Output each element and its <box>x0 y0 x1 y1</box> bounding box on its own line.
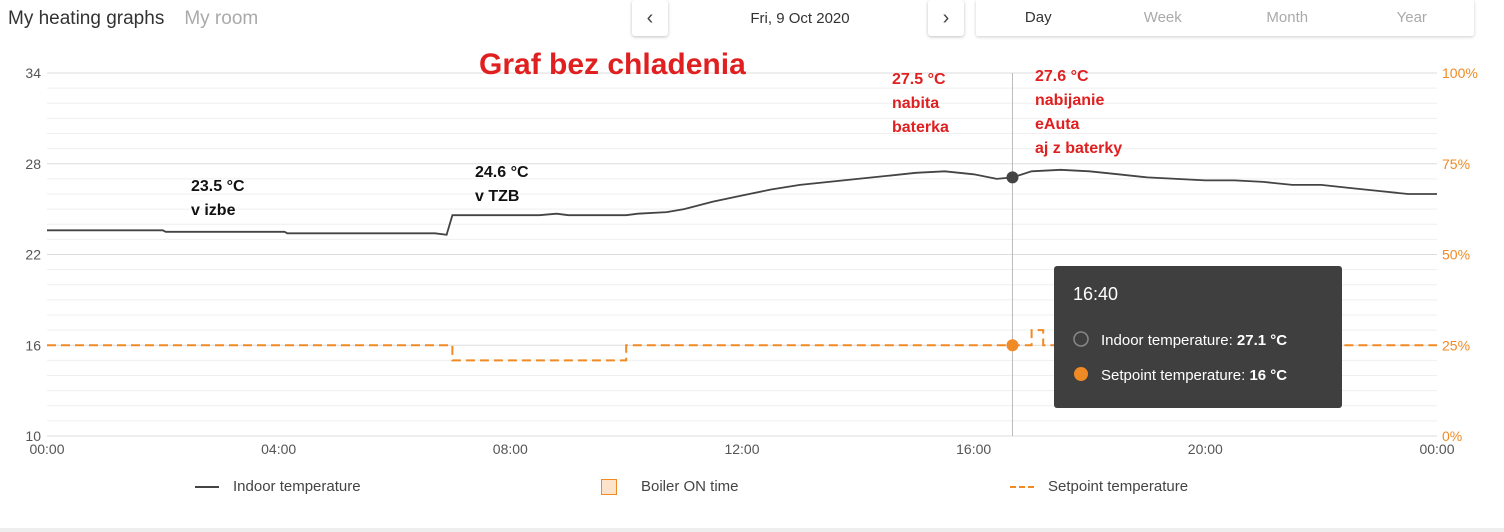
next-day-button[interactable]: › <box>928 0 964 36</box>
series-indoor-line <box>47 168 1437 236</box>
legend-boiler[interactable]: Boiler ON time <box>601 478 739 495</box>
y2-tick-label: 75% <box>1442 156 1470 172</box>
tooltip-background <box>1054 266 1342 408</box>
y-tick-label: 16 <box>25 337 41 353</box>
tooltip-indoor-row: Indoor temperature: 27.1 °C <box>1101 332 1287 349</box>
setpoint-hover-point <box>1006 339 1019 352</box>
x-tick-label: 12:00 <box>724 441 759 457</box>
x-tick-label: 04:00 <box>261 441 296 457</box>
x-tick-label: 16:00 <box>956 441 991 457</box>
tooltip-setpoint-value: 16 °C <box>1249 367 1287 384</box>
tab-my-room[interactable]: My room <box>184 8 259 29</box>
annotation-battery-line2: nabita <box>892 95 939 112</box>
tooltip: 16:40 Indoor temperature: 27.1 °C Setpoi… <box>1054 266 1342 408</box>
x-tick-label: 00:00 <box>29 441 64 457</box>
y-tick-label: 34 <box>25 65 41 81</box>
period-selector: Day Week Month Year <box>976 0 1474 36</box>
y-axis-right: 0% 25% 50% 75% 100% <box>1442 65 1478 444</box>
annotation-ecar-line4: aj z baterky <box>1035 140 1122 157</box>
period-year[interactable]: Year <box>1396 9 1427 26</box>
x-tick-label: 08:00 <box>493 441 528 457</box>
annotation-room-temp: 23.5 °C <box>191 178 245 195</box>
tooltip-indoor-value: 27.1 °C <box>1237 332 1287 349</box>
annotation-battery-temp: 27.5 °C <box>892 71 946 88</box>
y-axis-left: 10 16 22 28 34 <box>25 65 41 444</box>
x-tick-label: 00:00 <box>1419 441 1454 457</box>
indoor-hover-point <box>1006 171 1019 184</box>
current-date: Fri, 9 Oct 2020 <box>750 10 850 27</box>
x-tick-label: 20:00 <box>1188 441 1223 457</box>
tooltip-time: 16:40 <box>1073 284 1118 304</box>
y2-tick-label: 0% <box>1442 428 1462 444</box>
legend-indoor-swatch <box>195 485 219 488</box>
y-tick-label: 28 <box>25 156 41 172</box>
annotation-battery-line3: baterka <box>892 119 949 136</box>
previous-day-button[interactable]: ‹ <box>632 0 668 36</box>
legend-indoor-label: Indoor temperature <box>233 478 361 495</box>
period-month[interactable]: Month <box>1266 9 1309 26</box>
y2-tick-label: 100% <box>1442 65 1478 81</box>
legend-setpoint-swatch <box>1010 485 1034 488</box>
chevron-right-icon: › <box>942 6 950 29</box>
tooltip-indoor-label: Indoor temperature: <box>1101 332 1233 349</box>
annotation-ecar-line2: nabijanie <box>1035 92 1104 109</box>
legend-setpoint-label: Setpoint temperature <box>1048 478 1189 495</box>
tooltip-setpoint-label: Setpoint temperature: <box>1101 367 1245 384</box>
x-axis: 00:00 04:00 08:00 12:00 16:00 20:00 00:00 <box>29 441 1454 457</box>
y2-tick-label: 50% <box>1442 247 1470 263</box>
annotation-room-label: v izbe <box>191 202 236 219</box>
annotation-tzb-temp: 24.6 °C <box>475 164 529 181</box>
legend-boiler-label: Boiler ON time <box>641 478 739 495</box>
chart-grid <box>47 72 1437 437</box>
tooltip-setpoint-row: Setpoint temperature: 16 °C <box>1101 367 1287 384</box>
period-day[interactable]: Day <box>1024 9 1052 26</box>
y-tick-label: 10 <box>25 428 41 444</box>
y2-tick-label: 25% <box>1442 337 1470 353</box>
legend-setpoint[interactable]: Setpoint temperature <box>1010 478 1188 495</box>
chevron-left-icon: ‹ <box>646 6 654 29</box>
period-week[interactable]: Week <box>1143 9 1182 26</box>
annotation-title: Graf bez chladenia <box>479 48 746 81</box>
y-tick-label: 22 <box>25 247 41 263</box>
tooltip-setpoint-marker <box>1074 367 1088 381</box>
annotation-ecar-temp: 27.6 °C <box>1035 68 1089 85</box>
annotation-ecar-line3: eAuta <box>1035 116 1080 133</box>
legend-boiler-swatch <box>601 478 617 495</box>
tab-my-heating-graphs[interactable]: My heating graphs <box>8 8 165 29</box>
legend-indoor[interactable]: Indoor temperature <box>195 478 361 495</box>
bottom-divider <box>0 528 1504 532</box>
heating-chart: 10 16 22 28 34 0% 25% 50% 75% 100% 00:00 04:00 08:… <box>25 48 1478 457</box>
annotation-tzb-label: v TZB <box>475 188 519 205</box>
view-tabs: My heating graphs My room <box>8 8 258 30</box>
tooltip-indoor-marker <box>1073 331 1089 347</box>
